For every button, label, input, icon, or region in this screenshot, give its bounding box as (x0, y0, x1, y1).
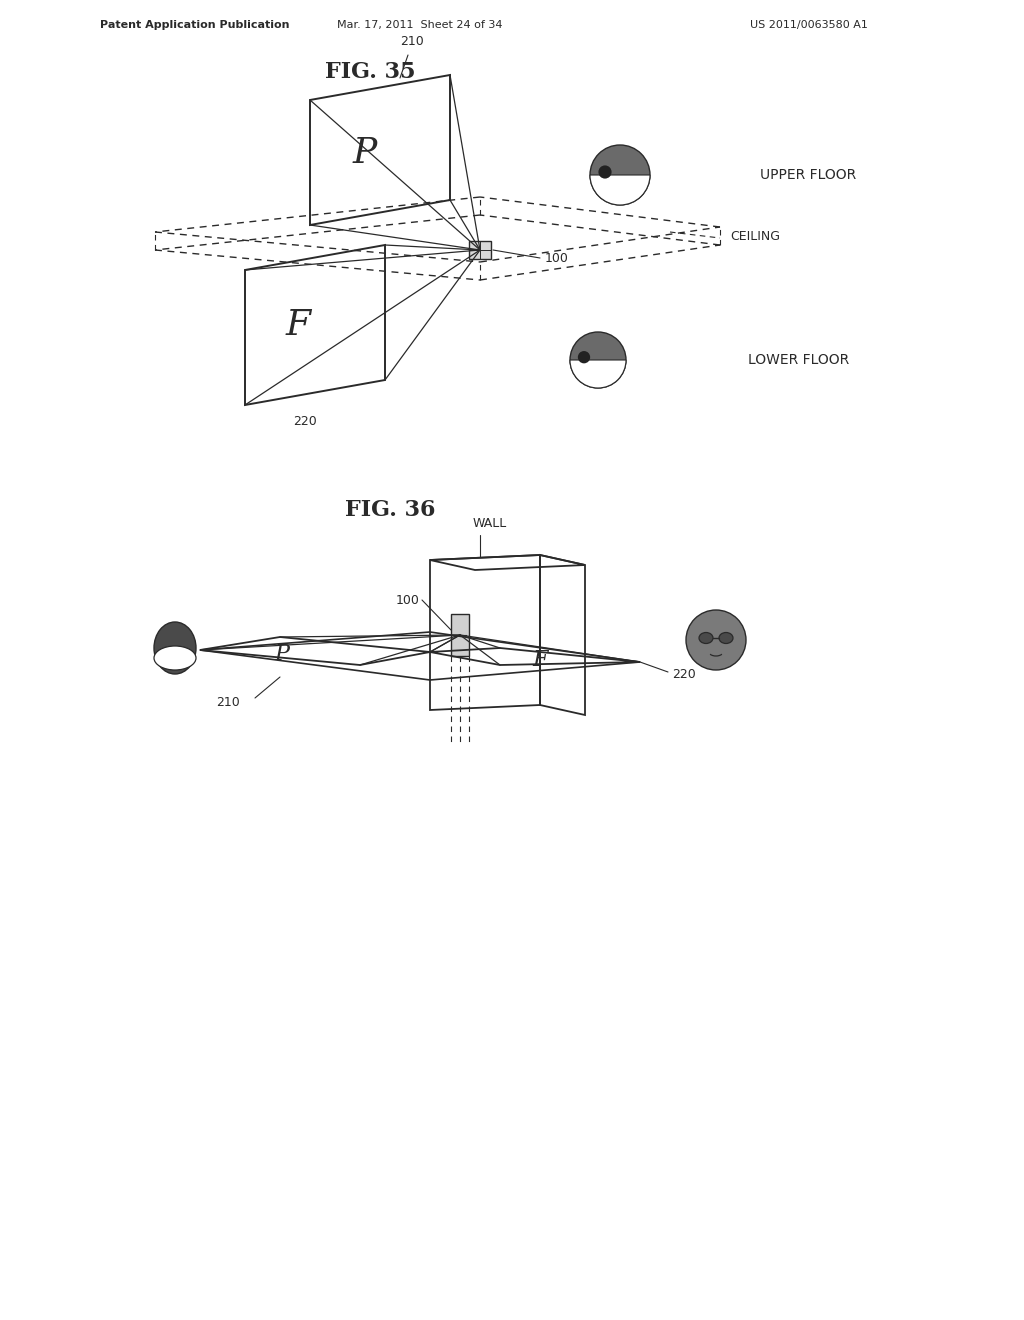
FancyBboxPatch shape (469, 242, 490, 259)
Ellipse shape (719, 632, 733, 644)
Circle shape (590, 145, 650, 205)
Ellipse shape (154, 645, 196, 671)
Text: P: P (274, 643, 290, 665)
FancyBboxPatch shape (451, 614, 469, 656)
Text: F: F (532, 649, 548, 671)
Ellipse shape (154, 622, 196, 675)
Text: 220: 220 (672, 668, 695, 681)
Text: WALL: WALL (473, 517, 507, 531)
Circle shape (578, 351, 590, 363)
Text: P: P (353, 136, 377, 170)
Text: FIG. 36: FIG. 36 (345, 499, 435, 521)
Text: Mar. 17, 2011  Sheet 24 of 34: Mar. 17, 2011 Sheet 24 of 34 (337, 20, 503, 30)
Text: Patent Application Publication: Patent Application Publication (100, 20, 290, 30)
Circle shape (598, 165, 611, 178)
Text: UPPER FLOOR: UPPER FLOOR (760, 168, 856, 182)
Circle shape (686, 610, 746, 671)
Text: 210: 210 (216, 696, 240, 709)
Text: F: F (286, 308, 310, 342)
Ellipse shape (699, 632, 713, 644)
Text: US 2011/0063580 A1: US 2011/0063580 A1 (750, 20, 868, 30)
Text: 210: 210 (400, 36, 424, 48)
Text: CEILING: CEILING (730, 231, 780, 243)
Text: FIG. 35: FIG. 35 (325, 61, 416, 83)
Wedge shape (590, 176, 650, 205)
Text: 100: 100 (396, 594, 420, 606)
Circle shape (570, 333, 626, 388)
Text: LOWER FLOOR: LOWER FLOOR (748, 352, 849, 367)
Wedge shape (570, 360, 626, 388)
Text: 220: 220 (293, 414, 316, 428)
Text: 100: 100 (545, 252, 569, 264)
